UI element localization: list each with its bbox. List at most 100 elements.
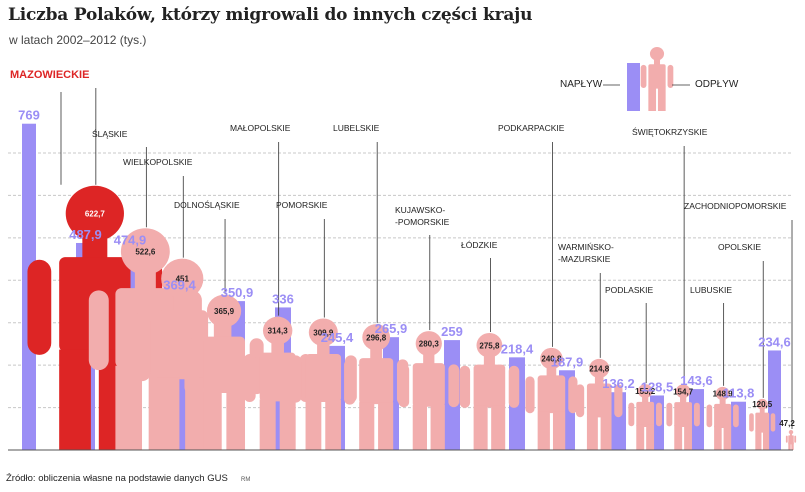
outflow-person-9-torso [537,375,566,414]
region-label-3: DOLNOŚLĄSKIE [174,199,240,210]
region-label-10: WARMIŃSKO- -MAZURSKIE [558,242,614,264]
outflow-person-15-right-arm [794,435,797,443]
outflow-person-5-neck [317,344,330,357]
outflow-person-10-head [589,358,610,378]
outflow-person-2-torso [156,310,209,380]
outflow-person-11-right-leg [646,424,655,450]
inflow-value-0: 769 [18,108,40,123]
outflow-person-13-torso [714,403,732,428]
outflow-person-6-right-leg [378,402,394,450]
page-subtitle: w latach 2002–2012 (tys.) [9,33,147,47]
outflow-person-3-left-arm [184,338,199,395]
outflow-person-6-left-leg [359,402,375,450]
outflow-person-14-left-arm [749,413,754,432]
outflow-person-7-right-leg [430,404,445,450]
credit: RM [241,477,251,483]
outflow-person-10-right-arm [614,384,623,418]
outflow-person-13-head [715,386,730,401]
outflow-person-1-neck [134,271,156,291]
outflow-person-15-head [788,429,794,435]
outflow-person-7-right-arm [448,364,460,408]
outflow-person-9-neck [546,367,557,378]
outflow-value-8: 275,8 [479,341,500,350]
outflow-person-15 [785,429,797,450]
outflow-person-12-left-arm [666,402,673,427]
legend [603,47,690,111]
outflow-person-14 [749,398,776,450]
region-label-5: POMORSKIE [276,200,328,210]
region-label-line: KUJAWSKO- [395,205,445,215]
region-label-13: LUBUSKIE [690,285,732,295]
outflow-person-0-neck [82,237,108,260]
outflow-person-13-right-arm [733,404,739,428]
source-note: Źródło: obliczenia własne na podstawie d… [6,473,228,484]
inflow-value-7: 265,9 [375,321,408,336]
outflow-person-9 [525,347,578,450]
legend-outflow-person-right-leg [657,86,666,111]
legend-outflow-person-neck [653,59,661,67]
outflow-person-13-left-leg [714,425,722,450]
outflow-person-2-left-arm [133,312,151,382]
inflow-value-2: 474,9 [114,232,147,247]
inflow-value-12: 128,5 [641,379,674,394]
outflow-person-14-head [756,398,768,410]
inflow-value-5: 336 [272,291,294,306]
outflow-person-4-head [262,316,293,345]
inflow-value-15: 234,6 [758,334,791,349]
outflow-person-14-left-leg [755,430,762,450]
outflow-person-7-torso [412,363,445,407]
region-label-line: -POMORSKIE [395,217,450,227]
inflow-value-4: 350,9 [221,285,254,300]
inflow-value-8: 259 [441,324,463,339]
outflow-value-10: 214,8 [589,364,610,373]
outflow-person-2-neck [173,295,192,313]
legend-inflow-label: NAPŁYW [560,79,603,90]
outflow-person-15-left-arm [785,435,788,443]
region-label-1: ŚLĄSKIE [92,128,128,139]
outflow-person-7-neck [423,354,435,366]
legend-outflow-person [640,47,674,111]
page-title: Liczba Polaków, którzy migrowali do inny… [8,5,533,25]
outflow-value-0: 622,7 [85,210,106,219]
outflow-person-15-right-leg [791,442,794,450]
legend-outflow-person-right-arm [667,64,674,88]
outflow-person-12-torso [674,402,692,428]
outflow-person-9-head [540,347,563,370]
outflow-person-7 [398,331,460,450]
outflow-person-12-neck [680,397,687,405]
outflow-person-11-torso [636,401,655,427]
legend-outflow-label: ODPŁYW [695,79,739,90]
outflow-person-8-head [476,332,503,358]
outflow-person-5-head [308,318,338,347]
outflow-person-3-left-leg [203,391,222,450]
outflow-person-9-left-arm [525,376,535,414]
outflow-person-12-right-leg [684,425,692,450]
outflow-person-8-neck [483,355,495,367]
outflow-value-3: 365,9 [214,307,235,316]
outflow-person-11-head [637,384,653,398]
outflow-person-2-left-leg [156,377,180,450]
outflow-person-7-head [415,331,442,357]
outflow-person-8-right-arm [508,365,520,408]
inflow-value-10: 187,9 [551,354,584,369]
outflow-person-10-right-leg [600,415,612,450]
outflow-person-10-neck [594,376,604,386]
outflow-person-0-left-arm [27,259,52,355]
region-label-0: MAZOWIECKIE [10,69,89,81]
outflow-person-10 [575,358,623,450]
legend-outflow-person-torso [648,64,666,89]
region-label-6: LUBELSKIE [333,123,380,133]
inflow-value-9: 218,4 [501,341,534,356]
region-label-11: PODLASKIE [605,285,654,295]
outflow-person-12-right-arm [693,402,700,427]
outflow-person-1-left-arm [88,290,109,371]
outflow-person-15-torso [788,435,794,445]
region-label-9: PODKARPACKIE [498,123,565,133]
outflow-value-4: 314,3 [268,327,289,336]
outflow-person-3-torso [203,336,246,394]
region-label-2: WIELKOPOLSKIE [123,157,193,167]
labels: 769 622,7 MAZOWIECKIE 487,9 522,6 ŚLĄSKIE 474,… [10,69,795,428]
outflow-person-12-head [675,384,691,399]
outflow-value-2: 451 [176,275,190,284]
